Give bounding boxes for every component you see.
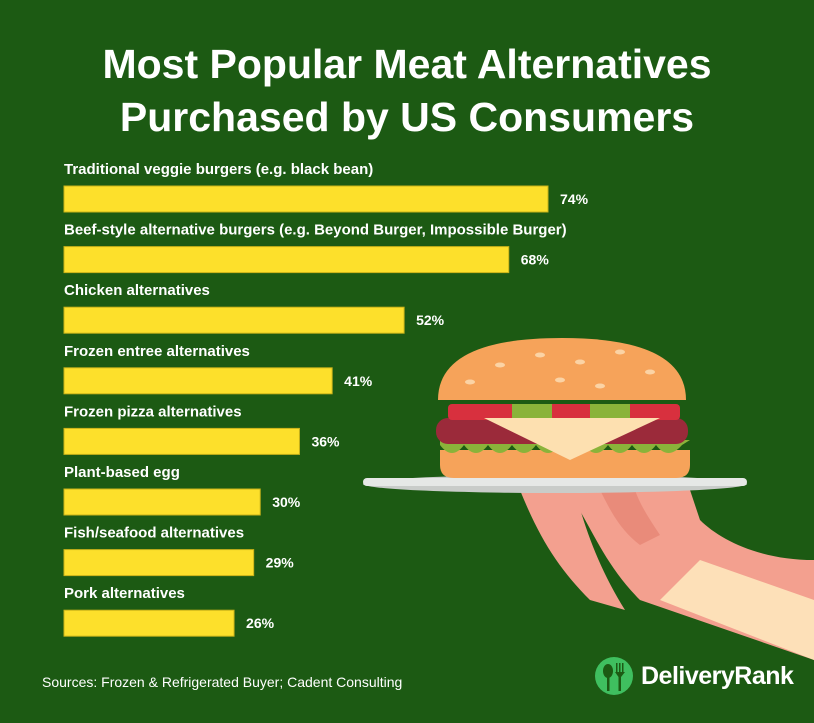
deliveryrank-logo[interactable]: DeliveryRank — [595, 657, 794, 695]
value-label: 29% — [266, 555, 295, 571]
category-label: Frozen entree alternatives — [64, 343, 250, 360]
value-label: 68% — [521, 252, 550, 268]
bar — [63, 246, 510, 274]
value-label: 36% — [311, 433, 340, 449]
value-label: 74% — [560, 191, 589, 207]
category-label: Fish/seafood alternatives — [64, 525, 244, 542]
category-label: Frozen pizza alternatives — [64, 403, 242, 420]
title-line-2: Purchased by US Consumers — [119, 94, 695, 140]
bar — [63, 488, 261, 516]
title-line-1: Most Popular Meat Alternatives — [102, 41, 712, 87]
bar — [63, 306, 405, 334]
brand-name: DeliveryRank — [641, 661, 794, 690]
category-label: Chicken alternatives — [64, 282, 210, 299]
fork-spoon-icon — [595, 657, 633, 695]
value-label: 26% — [246, 615, 275, 631]
value-label: 30% — [272, 494, 301, 510]
source-note: Sources: Frozen & Refrigerated Buyer; Ca… — [42, 674, 403, 690]
chart-title: Most Popular Meat Alternatives Purchased… — [0, 38, 814, 144]
value-label: 41% — [344, 373, 373, 389]
bar — [63, 427, 300, 455]
category-label: Pork alternatives — [64, 585, 185, 602]
bar — [63, 367, 333, 395]
bar — [63, 549, 255, 577]
category-label: Beef-style alternative burgers (e.g. Bey… — [64, 222, 567, 239]
value-label: 52% — [416, 312, 445, 328]
bar — [63, 609, 235, 637]
bar — [63, 185, 549, 213]
category-label: Plant-based egg — [64, 464, 180, 481]
category-label: Traditional veggie burgers (e.g. black b… — [64, 161, 373, 178]
